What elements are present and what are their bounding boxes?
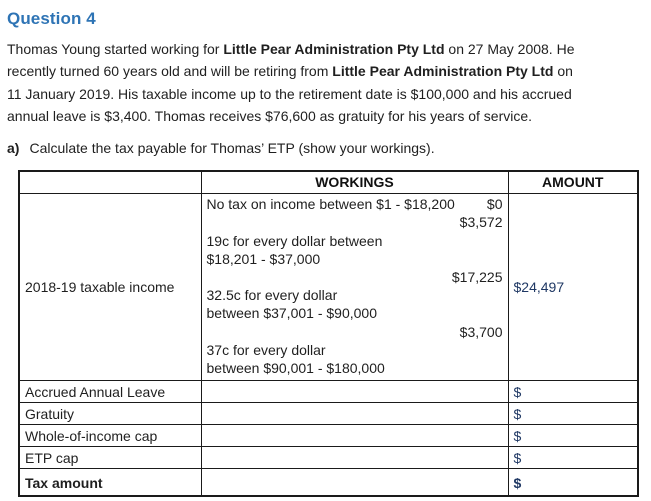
intro-paragraph: Thomas Young started working for Little … bbox=[7, 38, 644, 128]
intro-line: annual leave is $3,400. Thomas receives … bbox=[7, 105, 644, 127]
workings-text: 19c for every dollar between bbox=[206, 232, 383, 249]
table-header-row: WORKINGS AMOUNT bbox=[18, 170, 639, 195]
intro-line: recently turned 60 years old and will be… bbox=[7, 60, 644, 82]
task-label: a) bbox=[7, 139, 20, 156]
workings-cell-empty[interactable] bbox=[200, 446, 509, 470]
task-text: Calculate the tax payable for Thomas’ ET… bbox=[29, 139, 435, 156]
amount-cell-accrued-annual-leave[interactable]: $ bbox=[507, 380, 639, 404]
company-name-bold: Little Pear Administration Pty Ltd bbox=[223, 41, 445, 57]
workings-line: No tax on income between $1 - $18,200 $0 bbox=[207, 195, 503, 213]
amount-cell-taxable-income: $24,497 bbox=[507, 193, 639, 382]
table-row-gratuity: Gratuity $ bbox=[18, 402, 639, 426]
row-label-whole-of-income-cap: Whole-of-income cap bbox=[18, 424, 202, 448]
intro-text: on 27 May 2008. He bbox=[444, 41, 575, 57]
workings-value: $0 bbox=[486, 196, 503, 213]
workings-text: 37c for every dollar bbox=[206, 341, 326, 358]
workings-text: between $90,001 - $180,000 bbox=[206, 359, 385, 376]
table-row-whole-of-income-cap: Whole-of-income cap $ bbox=[18, 424, 639, 448]
intro-text: annual leave is $3,400. Thomas receives … bbox=[7, 108, 533, 125]
workings-text: No tax on income between $1 - $18,200 bbox=[206, 196, 455, 213]
table-row-etp-cap: ETP cap $ bbox=[18, 446, 639, 470]
row-label-taxable-income: 2018-19 taxable income bbox=[18, 193, 202, 382]
intro-text: recently turned 60 years old and will be… bbox=[7, 63, 333, 80]
table-row-taxable-income: 2018-19 taxable income No tax on income … bbox=[18, 193, 639, 382]
workings-value: $17,225 bbox=[451, 268, 503, 285]
amount-cell-etp-cap[interactable]: $ bbox=[507, 446, 639, 470]
company-name-bold: Little Pear Administration Pty Ltd bbox=[332, 63, 554, 80]
workings-text: 32.5c for every dollar bbox=[206, 287, 338, 304]
workings-cell-empty[interactable] bbox=[200, 424, 509, 448]
header-item-column bbox=[18, 170, 202, 195]
question-title: Question 4 bbox=[7, 9, 96, 28]
intro-line: Thomas Young started working for Little … bbox=[7, 38, 644, 60]
amount-cell-whole-of-income-cap[interactable]: $ bbox=[507, 424, 639, 448]
row-label-accrued-annual-leave: Accrued Annual Leave bbox=[18, 380, 202, 404]
intro-text: on bbox=[553, 63, 573, 80]
intro-text: Thomas Young started working for bbox=[7, 41, 224, 57]
row-label-tax-amount: Tax amount bbox=[18, 468, 202, 497]
row-label-gratuity: Gratuity bbox=[18, 402, 202, 426]
workings-cell-empty[interactable] bbox=[200, 380, 509, 404]
workings-cell-empty[interactable] bbox=[200, 468, 509, 497]
amount-cell-gratuity[interactable]: $ bbox=[507, 402, 639, 426]
workings-text: between $37,001 - $90,000 bbox=[206, 305, 377, 322]
workings-text: $18,201 - $37,000 bbox=[206, 250, 321, 267]
row-label-etp-cap: ETP cap bbox=[18, 446, 202, 470]
workings-value: $3,572 bbox=[459, 214, 503, 231]
etp-tax-table: WORKINGS AMOUNT 2018-19 taxable income N… bbox=[18, 169, 639, 497]
task-instruction: a) Calculate the tax payable for Thomas’ … bbox=[7, 140, 644, 156]
header-amount: AMOUNT bbox=[507, 170, 639, 195]
amount-cell-tax-amount[interactable]: $ bbox=[507, 468, 639, 497]
header-workings: WORKINGS bbox=[200, 170, 509, 195]
intro-text: 11 January 2019. His taxable income up t… bbox=[7, 85, 572, 102]
table-row-accrued-annual-leave: Accrued Annual Leave $ bbox=[18, 380, 639, 404]
intro-line: 11 January 2019. His taxable income up t… bbox=[7, 83, 644, 105]
workings-value: $3,700 bbox=[459, 323, 503, 340]
workings-cell-taxable-income: No tax on income between $1 - $18,200 $0 … bbox=[200, 193, 509, 382]
workings-cell-empty[interactable] bbox=[200, 402, 509, 426]
table-row-tax-amount: Tax amount $ bbox=[18, 468, 639, 497]
